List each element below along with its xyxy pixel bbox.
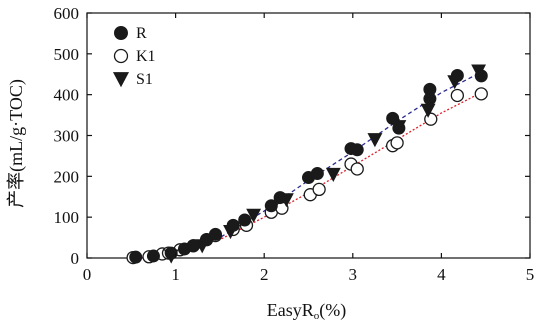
legend-label-R: R [136,25,147,42]
data-point-R [208,227,222,241]
data-point-K1 [450,88,464,103]
legend-marker-K1 [113,48,129,64]
data-point-S1 [325,167,341,182]
legend-label-K1: K1 [136,48,156,65]
x-axis-title: EasyRo(%) [267,300,346,322]
y-tick-label: 300 [54,127,80,146]
x-tick-label: 0 [83,265,92,284]
axis-ticks: 0 1 2 3 4 5 0 100 200 300 400 500 600 [54,4,535,284]
x-tick-label: 5 [526,265,535,284]
legend-marker-R [114,26,128,40]
data-point-R [264,199,278,213]
y-tick-label: 0 [71,249,80,268]
data-point-S1 [246,208,262,223]
data-point-R [238,213,252,227]
x-tick-label: 2 [260,265,269,284]
y-axis-title: 产率(mL/g·TOC) [6,79,27,208]
legend-label-S1: S1 [136,71,153,88]
data-point-S1 [367,133,383,148]
x-tick-label: 4 [437,265,446,284]
data-point-R [146,249,160,263]
y-tick-label: 500 [54,45,80,64]
data-point-K1 [350,162,364,176]
y-tick-label: 400 [54,86,80,105]
data-point-R [386,111,400,125]
legend-marker-S1 [112,72,130,88]
data-point-R [350,143,364,157]
x-tick-label: 3 [349,265,358,284]
data-point-R [392,121,406,135]
data-point-R [129,250,143,264]
data-point-R [273,191,287,205]
data-point-K1 [312,182,326,197]
data-point-K1 [424,112,438,126]
data-point-R [423,92,437,106]
data-point-K1 [390,136,404,150]
data-point-R [164,246,178,260]
data-point-R [474,69,488,83]
data-point-R [310,166,324,180]
data-point-R [226,218,240,232]
data-point-R [186,239,200,253]
y-tick-label: 200 [54,167,80,186]
y-tick-label: 100 [54,208,80,227]
data-point-R [450,68,464,82]
x-tick-label: 1 [171,265,180,284]
legend: R K1 S1 [112,25,156,88]
y-tick-label: 600 [54,4,80,23]
data-points [126,64,488,265]
data-point-K1 [474,87,488,101]
